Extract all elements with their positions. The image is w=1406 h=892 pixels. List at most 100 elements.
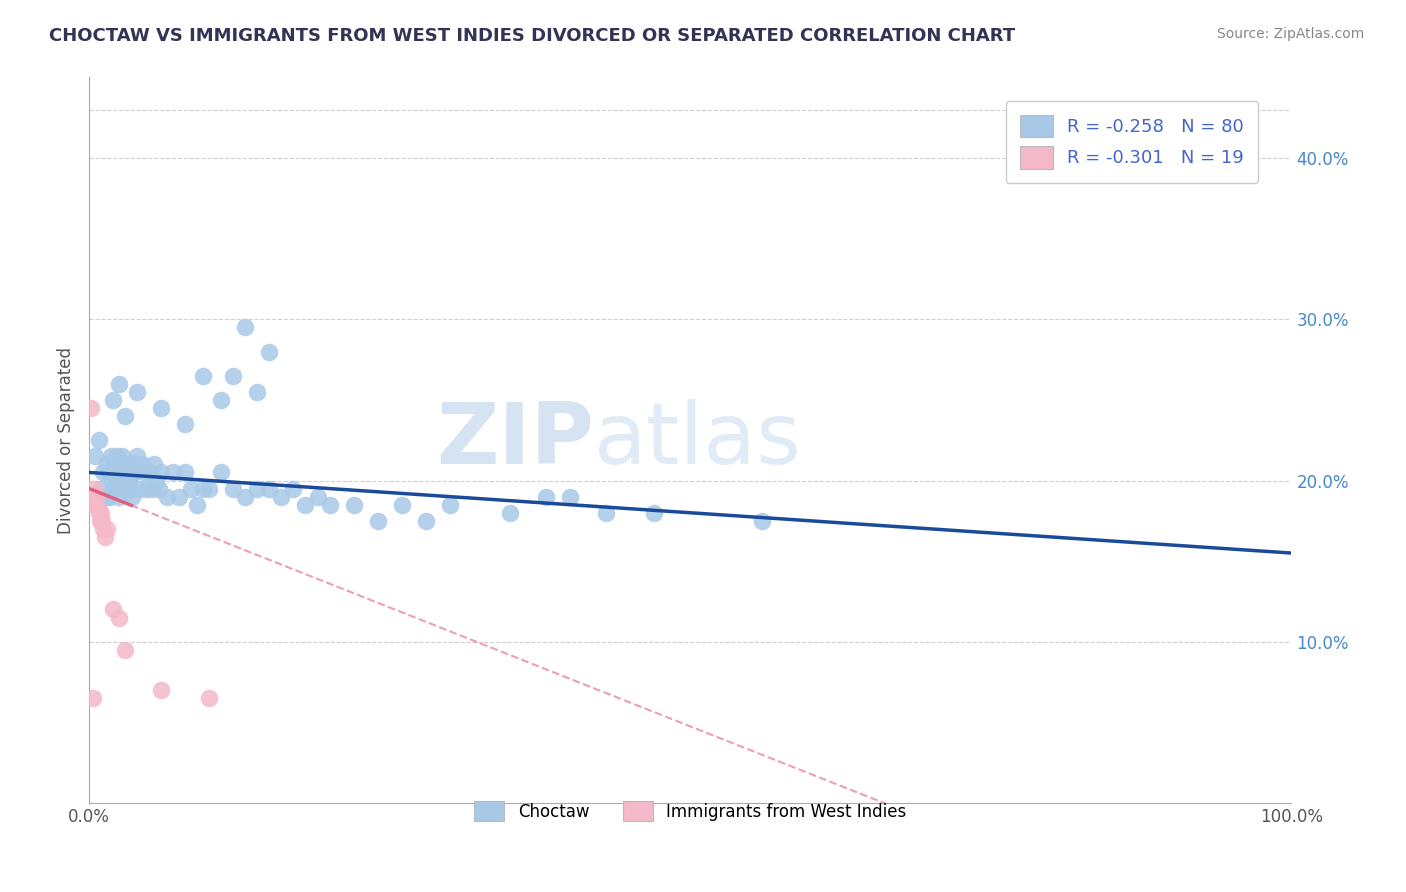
Point bbox=[114, 642, 136, 657]
Point bbox=[180, 482, 202, 496]
Point bbox=[101, 392, 124, 407]
Point bbox=[167, 490, 190, 504]
Point bbox=[222, 482, 245, 496]
Point bbox=[156, 490, 179, 504]
Point bbox=[138, 466, 160, 480]
Point bbox=[115, 482, 138, 496]
Point bbox=[150, 683, 173, 698]
Point bbox=[283, 482, 305, 496]
Point bbox=[101, 602, 124, 616]
Point bbox=[114, 466, 136, 480]
Point bbox=[84, 450, 107, 464]
Point bbox=[96, 522, 118, 536]
Point bbox=[103, 458, 125, 472]
Point bbox=[318, 498, 340, 512]
Point bbox=[162, 466, 184, 480]
Point bbox=[307, 490, 329, 504]
Point bbox=[83, 482, 105, 496]
Point bbox=[391, 498, 413, 512]
Point bbox=[209, 466, 232, 480]
Point bbox=[108, 610, 131, 624]
Point bbox=[259, 344, 281, 359]
Point bbox=[118, 482, 141, 496]
Point bbox=[118, 474, 141, 488]
Text: CHOCTAW VS IMMIGRANTS FROM WEST INDIES DIVORCED OR SEPARATED CORRELATION CHART: CHOCTAW VS IMMIGRANTS FROM WEST INDIES D… bbox=[49, 27, 1015, 45]
Legend: Choctaw, Immigrants from West Indies: Choctaw, Immigrants from West Indies bbox=[461, 788, 920, 835]
Point bbox=[128, 482, 150, 496]
Point bbox=[93, 522, 115, 536]
Point bbox=[104, 474, 127, 488]
Y-axis label: Divorced or Separated: Divorced or Separated bbox=[58, 347, 75, 533]
Point bbox=[235, 320, 257, 334]
Point bbox=[87, 433, 110, 447]
Text: Source: ZipAtlas.com: Source: ZipAtlas.com bbox=[1216, 27, 1364, 41]
Point bbox=[90, 482, 112, 496]
Point bbox=[101, 482, 124, 496]
Point bbox=[108, 376, 131, 391]
Point bbox=[122, 458, 145, 472]
Point bbox=[246, 482, 269, 496]
Point bbox=[751, 514, 773, 528]
Point bbox=[534, 490, 557, 504]
Point bbox=[145, 474, 167, 488]
Point bbox=[193, 368, 215, 383]
Point bbox=[87, 506, 110, 520]
Point bbox=[105, 450, 128, 464]
Point bbox=[174, 466, 197, 480]
Point bbox=[86, 498, 108, 512]
Point bbox=[134, 466, 156, 480]
Point bbox=[174, 417, 197, 431]
Point bbox=[198, 482, 221, 496]
Point bbox=[97, 466, 120, 480]
Point bbox=[84, 490, 107, 504]
Point bbox=[148, 482, 170, 496]
Point bbox=[342, 498, 364, 512]
Point bbox=[114, 409, 136, 423]
Point bbox=[101, 474, 124, 488]
Point bbox=[80, 401, 103, 415]
Point bbox=[96, 458, 118, 472]
Point bbox=[84, 498, 107, 512]
Point bbox=[98, 490, 121, 504]
Point bbox=[150, 466, 173, 480]
Point bbox=[270, 490, 292, 504]
Point bbox=[93, 466, 115, 480]
Point bbox=[108, 490, 131, 504]
Point bbox=[117, 458, 139, 472]
Point bbox=[93, 530, 115, 544]
Point bbox=[558, 490, 581, 504]
Point bbox=[89, 514, 111, 528]
Point bbox=[107, 466, 129, 480]
Point bbox=[91, 514, 114, 528]
Point bbox=[294, 498, 316, 512]
Point bbox=[499, 506, 522, 520]
Point bbox=[124, 466, 146, 480]
Point bbox=[193, 482, 215, 496]
Point bbox=[111, 482, 134, 496]
Point bbox=[367, 514, 389, 528]
Point bbox=[415, 514, 437, 528]
Point bbox=[246, 384, 269, 399]
Point bbox=[100, 450, 122, 464]
Text: atlas: atlas bbox=[595, 399, 801, 482]
Point bbox=[235, 490, 257, 504]
Point bbox=[110, 466, 132, 480]
Point bbox=[110, 450, 132, 464]
Point bbox=[209, 392, 232, 407]
Point bbox=[150, 401, 173, 415]
Point bbox=[259, 482, 281, 496]
Text: ZIP: ZIP bbox=[436, 399, 595, 482]
Point bbox=[595, 506, 617, 520]
Point bbox=[141, 482, 163, 496]
Point bbox=[82, 691, 104, 706]
Point bbox=[112, 458, 135, 472]
Point bbox=[222, 368, 245, 383]
Point bbox=[135, 482, 157, 496]
Point bbox=[198, 691, 221, 706]
Point bbox=[439, 498, 461, 512]
Point bbox=[186, 498, 208, 512]
Point bbox=[121, 490, 143, 504]
Point bbox=[120, 466, 142, 480]
Point bbox=[90, 506, 112, 520]
Point bbox=[143, 458, 166, 472]
